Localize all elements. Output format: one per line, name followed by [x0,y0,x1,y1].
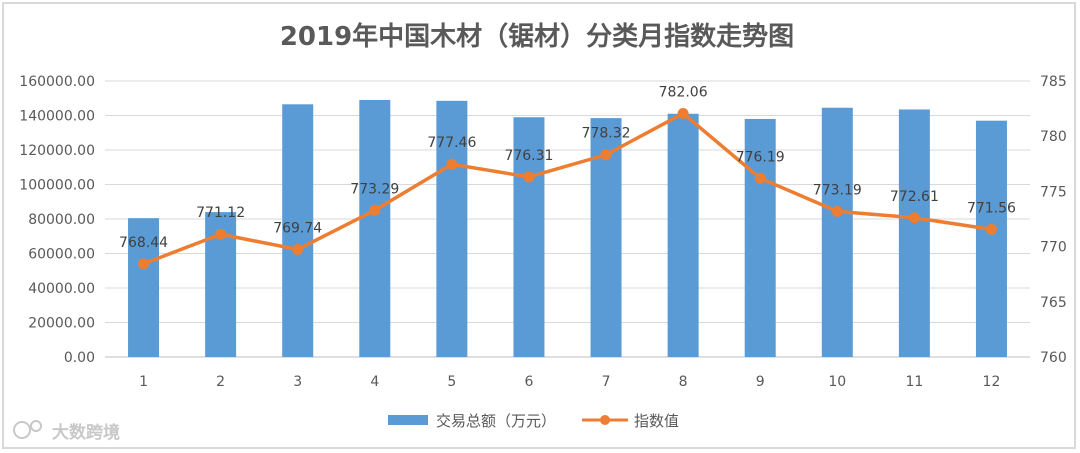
bar [436,100,468,358]
right-tick-label: 760 [1040,350,1067,366]
left-tick-label: 40000.00 [28,281,95,297]
data-label: 782.06 [659,84,708,100]
watermark-logo-icon [13,421,31,439]
bar [128,218,160,357]
bar-series [128,99,1007,358]
x-axis: 1 2 3 4 5 6 7 8 9 10 11 12 [139,374,1000,390]
x-tick-label: 9 [756,374,765,390]
line-point [677,107,689,119]
line-series: 768.44 771.12 769.74 773.29 777.46 776.31 778.… [119,84,1016,270]
line-point [908,212,920,224]
data-label: 773.19 [813,182,862,198]
data-label: 769.74 [273,220,322,236]
right-tick-label: 775 [1040,184,1067,200]
bar [975,120,1007,357]
x-tick-label: 1 [139,374,148,390]
left-tick-label: 80000.00 [28,212,95,228]
bar [744,118,776,357]
x-tick-label: 5 [447,374,456,390]
watermark-text: 大数跨境 [52,422,120,443]
x-tick-label: 7 [602,374,611,390]
x-tick-label: 3 [293,374,302,390]
line-point [523,171,535,183]
data-label: 771.12 [196,205,245,221]
right-tick-label: 765 [1040,295,1067,311]
x-tick-label: 11 [905,374,923,390]
left-tick-label: 100000.00 [19,178,95,194]
left-tick-label: 120000.00 [19,143,95,159]
watermark-logo-icon-dot [30,420,42,432]
x-tick-label: 2 [216,374,225,390]
right-tick-label: 780 [1040,129,1067,145]
line-point [831,205,843,217]
right-axis: 760 765 770 775 780 785 [1040,74,1067,366]
legend-bar-label: 交易总额（万元） [436,412,556,430]
data-label: 768.44 [119,235,168,251]
x-tick-label: 8 [679,374,688,390]
data-label: 776.19 [736,149,785,165]
left-tick-label: 60000.00 [28,247,95,263]
legend-line-marker [600,415,610,425]
x-tick-label: 10 [828,374,846,390]
legend-bar-swatch [388,415,428,425]
line-point [600,149,612,161]
gridlines [105,80,1030,358]
left-tick-label: 20000.00 [28,316,95,332]
bar [821,107,853,357]
left-tick-label: 140000.00 [19,109,95,125]
line-point [369,204,381,216]
data-label: 771.56 [967,200,1016,216]
data-label: 777.46 [427,135,476,151]
data-label: 773.29 [350,181,399,197]
data-label: 778.32 [582,126,631,142]
right-tick-label: 770 [1040,240,1067,256]
bar [359,99,391,357]
line-point [985,223,997,235]
line-point [446,158,458,170]
line-point [754,172,766,184]
watermark: 大数跨境 [13,420,120,443]
left-tick-label: 0.00 [64,350,95,366]
bar [282,104,314,357]
bar [513,117,545,357]
legend-line-label: 指数值 [634,412,679,430]
right-tick-label: 785 [1040,74,1067,90]
line-point [138,258,150,270]
legend: 交易总额（万元） 指数值 [388,412,679,430]
index-line [142,111,992,266]
bar [898,109,930,358]
data-label: 776.31 [504,148,553,164]
x-tick-label: 4 [370,374,379,390]
line-point [292,243,304,255]
x-tick-label: 6 [524,374,533,390]
line-point [215,228,227,240]
bar [667,113,699,358]
left-tick-label: 160000.00 [19,74,95,90]
data-label: 772.61 [890,189,939,205]
left-axis: 0.00 20000.00 40000.00 60000.00 80000.00 1000… [19,74,95,366]
x-tick-label: 12 [983,374,1001,390]
chart-title: 2019年中国木材（锯材）分类月指数走势图 [280,21,794,52]
